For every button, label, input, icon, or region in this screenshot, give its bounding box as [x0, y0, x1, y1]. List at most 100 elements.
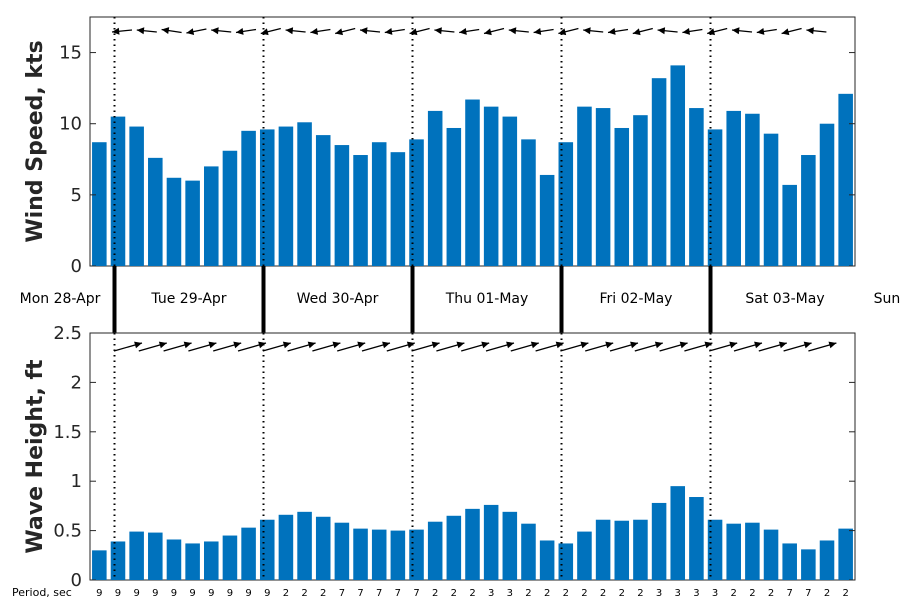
period-label: 2 [768, 588, 774, 599]
day-label: Fri 02-May [600, 291, 673, 307]
arrow-head [508, 27, 517, 35]
bar [204, 166, 219, 266]
bar [745, 522, 760, 580]
y-tick-label: 2.5 [53, 323, 82, 344]
bar [371, 142, 387, 266]
period-label: 9 [227, 588, 233, 599]
y-tick-label: 15 [59, 43, 82, 64]
bar [502, 511, 518, 580]
bar [390, 152, 406, 266]
arrow-head [382, 341, 390, 349]
bar [726, 110, 741, 266]
y-tick-label: 0 [71, 570, 82, 591]
period-label: 2 [563, 588, 569, 599]
y-tick-label: 10 [59, 114, 82, 135]
bar [222, 535, 238, 580]
period-label: 9 [96, 588, 102, 599]
bar [241, 527, 256, 580]
bar [819, 123, 835, 267]
arrow-head [384, 28, 393, 35]
bar [689, 497, 704, 580]
bar [297, 511, 312, 580]
arrow-head [781, 28, 790, 36]
arrow-head [506, 341, 514, 349]
arrow-head [236, 28, 244, 35]
bar [465, 99, 480, 266]
arrow-head [183, 341, 192, 349]
period-label: 2 [451, 588, 457, 599]
bar [483, 504, 499, 580]
y-axis-label: Wind Speed, kts [23, 40, 48, 242]
bar [371, 529, 387, 580]
period-label: 2 [469, 588, 475, 599]
bar [259, 129, 275, 266]
arrow-head [803, 341, 812, 349]
period-label: 2 [320, 588, 326, 599]
arrow-head [260, 28, 269, 36]
arrow-head [211, 27, 219, 35]
arrow-head [434, 27, 442, 35]
arrow-head [679, 341, 688, 349]
arrow-head [729, 341, 738, 349]
arrow-head [406, 341, 415, 349]
bar [185, 180, 200, 266]
period-label: 7 [357, 588, 363, 599]
bar [353, 155, 368, 266]
y-tick-label: 0 [71, 256, 82, 277]
bar [651, 502, 667, 580]
period-label: 2 [637, 588, 643, 599]
period-label: 2 [432, 588, 438, 599]
period-label: 2 [749, 588, 755, 599]
bar [782, 543, 797, 580]
bar [204, 541, 219, 580]
bar [278, 514, 294, 580]
bar [838, 528, 853, 580]
bar [801, 155, 816, 266]
arrow-head [158, 341, 167, 349]
bar [539, 540, 555, 580]
bar [427, 110, 443, 266]
arrow-head [459, 28, 467, 35]
bar [334, 145, 350, 266]
bar [633, 115, 648, 267]
bar [745, 113, 760, 266]
period-label: 2 [283, 588, 289, 599]
bar [390, 530, 406, 580]
arrow-head [732, 27, 740, 35]
day-label: Thu 01-May [445, 291, 529, 307]
bar [614, 520, 630, 580]
arrow-head [310, 28, 318, 35]
bar [689, 108, 704, 266]
bar [502, 116, 518, 266]
arrow-head [484, 28, 492, 36]
period-label: 7 [787, 588, 793, 599]
bar [110, 116, 126, 266]
period-label: 9 [264, 588, 270, 599]
arrow-head [682, 28, 690, 35]
bar [315, 516, 331, 580]
arrow-head [828, 341, 837, 349]
arrow-head [282, 341, 291, 349]
arrow-head [608, 28, 616, 35]
bar [595, 519, 611, 580]
period-label: 7 [395, 588, 401, 599]
period-label: 2 [301, 588, 307, 599]
bar [539, 174, 555, 266]
arrow-head [558, 28, 567, 36]
bar [259, 519, 275, 580]
arrow-head [555, 341, 564, 349]
arrow-head [456, 341, 465, 349]
bar [446, 515, 462, 580]
arrow-head [233, 341, 242, 349]
bar [166, 539, 182, 580]
bar [651, 78, 667, 267]
arrow-head [806, 27, 814, 35]
bar [595, 108, 611, 266]
arrow-head [707, 28, 715, 36]
bar [521, 139, 536, 266]
arrow-head [657, 27, 666, 35]
period-label: 3 [693, 588, 699, 599]
y-tick-label: 1 [71, 471, 82, 492]
period-label: 2 [842, 588, 848, 599]
bar [241, 130, 256, 266]
